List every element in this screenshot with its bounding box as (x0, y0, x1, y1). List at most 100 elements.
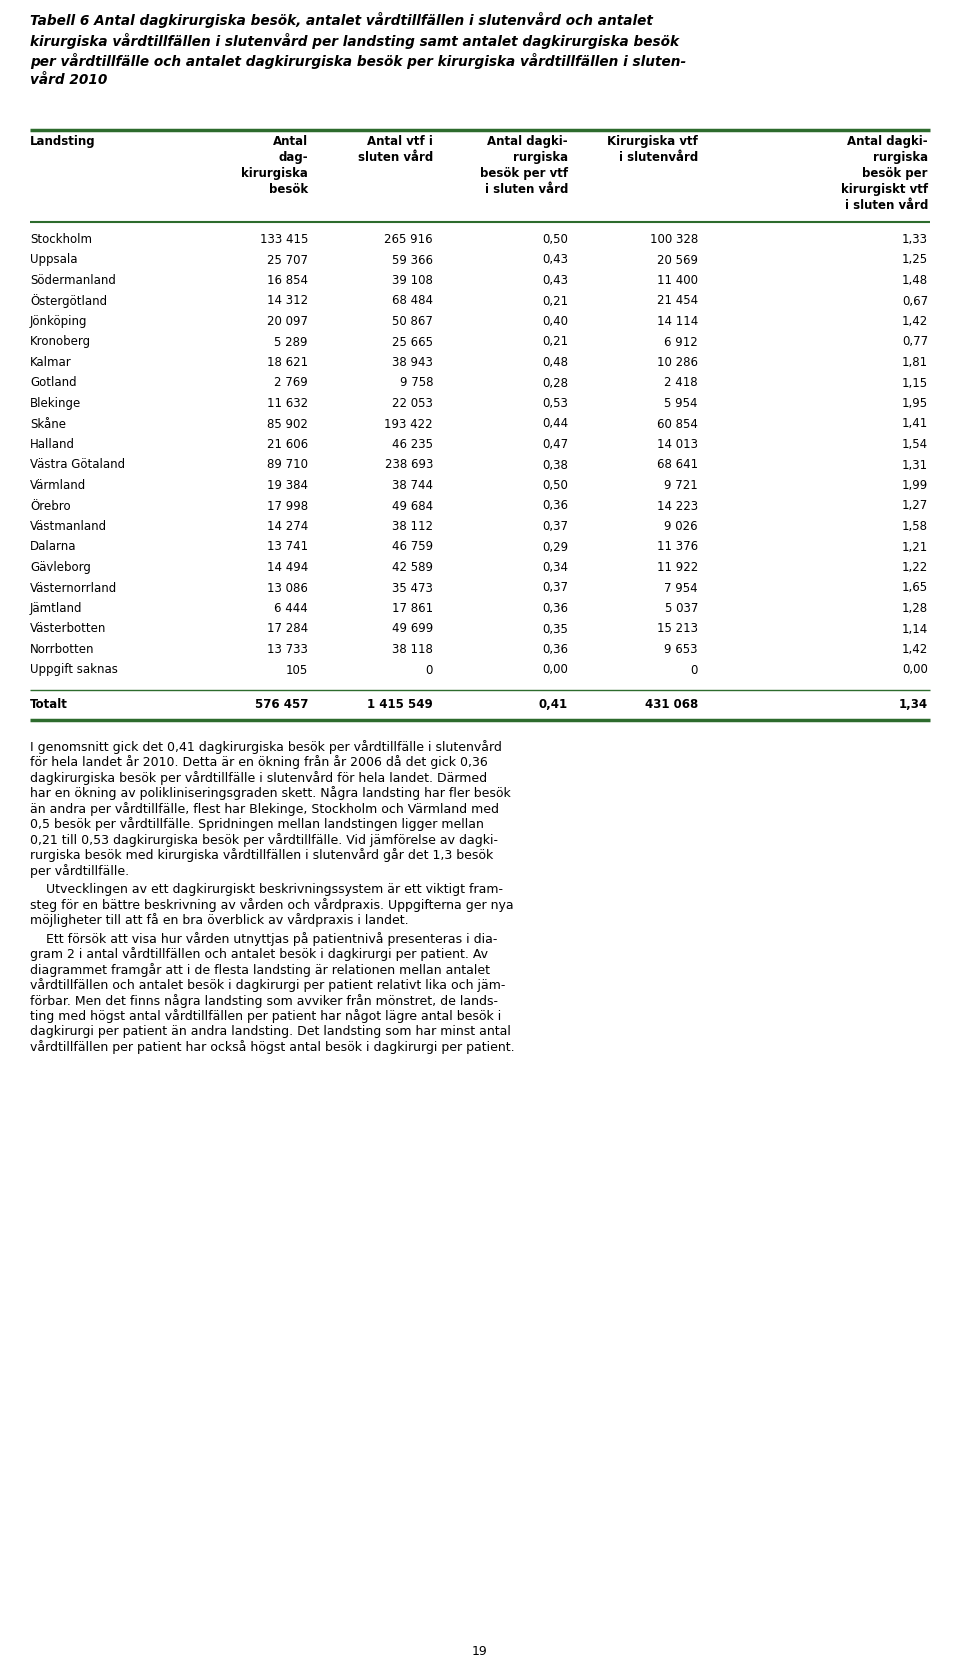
Text: 0,47: 0,47 (541, 439, 568, 452)
Text: 59 366: 59 366 (392, 254, 433, 266)
Text: 105: 105 (286, 663, 308, 676)
Text: 0,00: 0,00 (542, 663, 568, 676)
Text: Västernorrland: Västernorrland (30, 581, 117, 595)
Text: 9 653: 9 653 (664, 643, 698, 656)
Text: 14 223: 14 223 (657, 500, 698, 513)
Text: 68 484: 68 484 (392, 294, 433, 307)
Text: 21 454: 21 454 (657, 294, 698, 307)
Text: 49 684: 49 684 (392, 500, 433, 513)
Text: Skåne: Skåne (30, 417, 66, 430)
Text: 0,48: 0,48 (542, 355, 568, 369)
Text: 13 733: 13 733 (267, 643, 308, 656)
Text: 1,22: 1,22 (901, 561, 928, 575)
Text: har en ökning av polikliniseringsgraden skett. Några landsting har fler besök: har en ökning av polikliniseringsgraden … (30, 787, 511, 801)
Text: Kirurgiska vtf
i slutenvård: Kirurgiska vtf i slutenvård (607, 135, 698, 164)
Text: 14 013: 14 013 (657, 439, 698, 452)
Text: 25 665: 25 665 (392, 336, 433, 349)
Text: 7 954: 7 954 (664, 581, 698, 595)
Text: 193 422: 193 422 (384, 417, 433, 430)
Text: 100 328: 100 328 (650, 233, 698, 246)
Text: 1,95: 1,95 (901, 397, 928, 410)
Text: Södermanland: Södermanland (30, 274, 116, 287)
Text: 0,38: 0,38 (542, 458, 568, 472)
Text: 17 284: 17 284 (267, 623, 308, 636)
Text: 1,33: 1,33 (902, 233, 928, 246)
Text: 1,54: 1,54 (901, 439, 928, 452)
Text: 5 289: 5 289 (275, 336, 308, 349)
Text: Tabell 6 Antal dagkirurgiska besök, antalet vårdtillfällen i slutenvård och anta: Tabell 6 Antal dagkirurgiska besök, anta… (30, 12, 686, 86)
Text: vårdtillfällen per patient har också högst antal besök i dagkirurgi per patient.: vårdtillfällen per patient har också hög… (30, 1040, 515, 1055)
Text: Kronoberg: Kronoberg (30, 336, 91, 349)
Text: Västerbotten: Västerbotten (30, 623, 107, 636)
Text: Antal dagki-
rurgiska
besök per vtf
i sluten vård: Antal dagki- rurgiska besök per vtf i sl… (480, 135, 568, 196)
Text: per vårdtillfälle.: per vårdtillfälle. (30, 864, 130, 879)
Text: 133 415: 133 415 (259, 233, 308, 246)
Text: 14 312: 14 312 (267, 294, 308, 307)
Text: 46 759: 46 759 (392, 540, 433, 553)
Text: 11 400: 11 400 (657, 274, 698, 287)
Text: 46 235: 46 235 (392, 439, 433, 452)
Text: 39 108: 39 108 (392, 274, 433, 287)
Text: 9 758: 9 758 (399, 377, 433, 389)
Text: 20 569: 20 569 (657, 254, 698, 266)
Text: Dalarna: Dalarna (30, 540, 77, 553)
Text: I genomsnitt gick det 0,41 dagkirurgiska besök per vårdtillfälle i slutenvård: I genomsnitt gick det 0,41 dagkirurgiska… (30, 741, 502, 754)
Text: Värmland: Värmland (30, 478, 86, 492)
Text: steg för en bättre beskrivning av vården och vårdpraxis. Uppgifterna ger nya: steg för en bättre beskrivning av vården… (30, 899, 514, 912)
Text: 1 415 549: 1 415 549 (368, 698, 433, 711)
Text: 1,27: 1,27 (901, 500, 928, 513)
Text: för hela landet år 2010. Detta är en ökning från år 2006 då det gick 0,36: för hela landet år 2010. Detta är en ökn… (30, 756, 488, 769)
Text: 0,43: 0,43 (542, 274, 568, 287)
Text: 1,48: 1,48 (901, 274, 928, 287)
Text: 9 026: 9 026 (664, 520, 698, 533)
Text: 0,21: 0,21 (541, 336, 568, 349)
Text: än andra per vårdtillfälle, flest har Blekinge, Stockholm och Värmland med: än andra per vårdtillfälle, flest har Bl… (30, 802, 499, 816)
Text: 1,14: 1,14 (901, 623, 928, 636)
Text: 13 086: 13 086 (267, 581, 308, 595)
Text: 89 710: 89 710 (267, 458, 308, 472)
Text: 42 589: 42 589 (392, 561, 433, 575)
Text: Antal dagki-
rurgiska
besök per
kirurgiskt vtf
i sluten vård: Antal dagki- rurgiska besök per kirurgis… (841, 135, 928, 213)
Text: gram 2 i antal vårdtillfällen och antalet besök i dagkirurgi per patient. Av: gram 2 i antal vårdtillfällen och antale… (30, 947, 488, 962)
Text: 19 384: 19 384 (267, 478, 308, 492)
Text: 6 912: 6 912 (664, 336, 698, 349)
Text: dagkirurgi per patient än andra landsting. Det landsting som har minst antal: dagkirurgi per patient än andra landstin… (30, 1025, 511, 1038)
Text: 0,35: 0,35 (542, 623, 568, 636)
Text: 1,21: 1,21 (901, 540, 928, 553)
Text: Halland: Halland (30, 439, 75, 452)
Text: 0,36: 0,36 (542, 601, 568, 615)
Text: 13 741: 13 741 (267, 540, 308, 553)
Text: 0: 0 (690, 663, 698, 676)
Text: 17 861: 17 861 (392, 601, 433, 615)
Text: 1,58: 1,58 (902, 520, 928, 533)
Text: 20 097: 20 097 (267, 316, 308, 327)
Text: 0,29: 0,29 (541, 540, 568, 553)
Text: 0,5 besök per vårdtillfälle. Spridningen mellan landstingen ligger mellan: 0,5 besök per vårdtillfälle. Spridningen… (30, 817, 484, 832)
Text: 18 621: 18 621 (267, 355, 308, 369)
Text: 0,44: 0,44 (541, 417, 568, 430)
Text: 14 114: 14 114 (657, 316, 698, 327)
Text: 2 769: 2 769 (275, 377, 308, 389)
Text: Kalmar: Kalmar (30, 355, 72, 369)
Text: 0,34: 0,34 (542, 561, 568, 575)
Text: Antal vtf i
sluten vård: Antal vtf i sluten vård (358, 135, 433, 164)
Text: 0,50: 0,50 (542, 478, 568, 492)
Text: 22 053: 22 053 (392, 397, 433, 410)
Text: 38 118: 38 118 (392, 643, 433, 656)
Text: 0,77: 0,77 (901, 336, 928, 349)
Text: 1,31: 1,31 (901, 458, 928, 472)
Text: 0,21: 0,21 (541, 294, 568, 307)
Text: 14 274: 14 274 (267, 520, 308, 533)
Text: 2 418: 2 418 (664, 377, 698, 389)
Text: Västmanland: Västmanland (30, 520, 108, 533)
Text: 11 922: 11 922 (657, 561, 698, 575)
Text: 9 721: 9 721 (664, 478, 698, 492)
Text: 10 286: 10 286 (657, 355, 698, 369)
Text: Stockholm: Stockholm (30, 233, 92, 246)
Text: 11 376: 11 376 (657, 540, 698, 553)
Text: 50 867: 50 867 (392, 316, 433, 327)
Text: 16 854: 16 854 (267, 274, 308, 287)
Text: Antal
dag-
kirurgiska
besök: Antal dag- kirurgiska besök (241, 135, 308, 196)
Text: diagrammet framgår att i de flesta landsting är relationen mellan antalet: diagrammet framgår att i de flesta lands… (30, 963, 490, 977)
Text: 0,43: 0,43 (542, 254, 568, 266)
